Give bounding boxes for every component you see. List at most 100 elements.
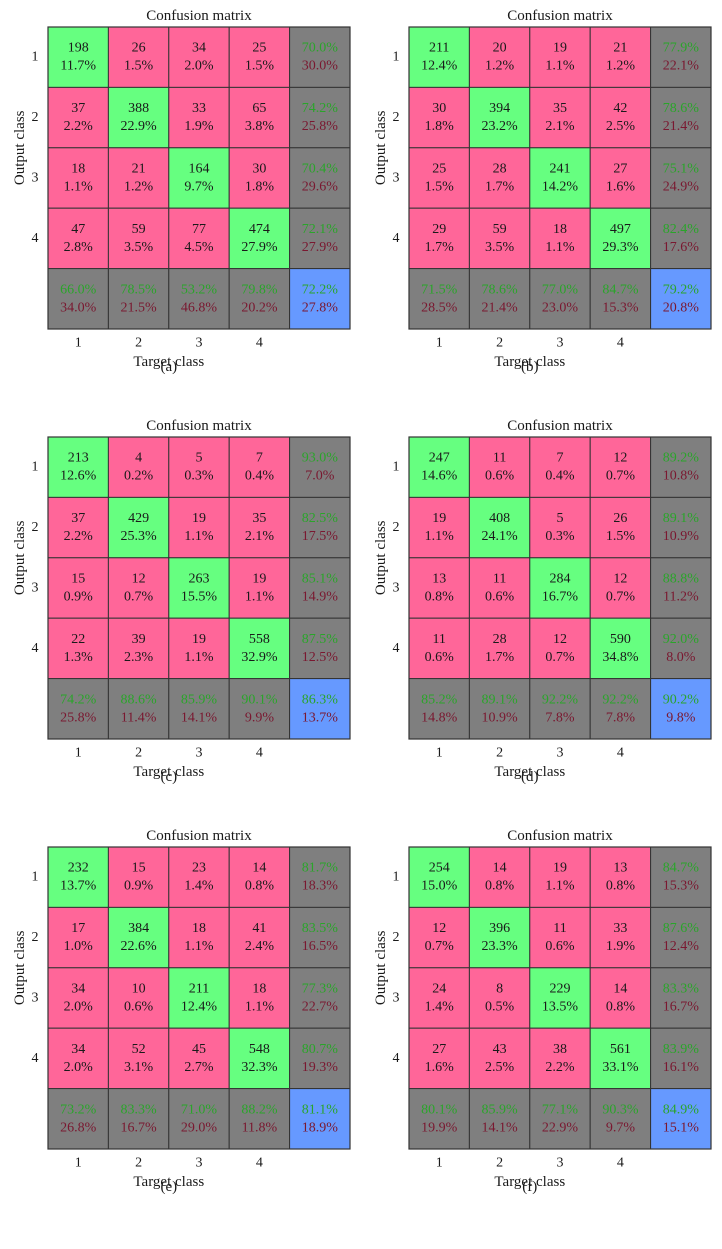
cell-percent: 1.9%: [606, 939, 636, 954]
column-summary-cell: [408, 678, 470, 740]
cell-percent: 1.1%: [184, 650, 214, 665]
cell-percent: 3.1%: [124, 1060, 154, 1075]
row-summary-cell: [650, 846, 712, 908]
y-tick-label: 3: [393, 171, 400, 186]
misclassified-cell: [408, 496, 470, 559]
cell-percent: 22.7%: [302, 1000, 339, 1015]
row-summary-cell: [650, 26, 712, 88]
cell-percent: 23.3%: [482, 939, 518, 954]
misclassified-cell: [228, 906, 291, 969]
cell-percent: 0.4%: [545, 469, 575, 484]
x-axis-label: Target class: [133, 1174, 204, 1190]
row-summary-cell: [650, 147, 712, 209]
correct-cell: [228, 207, 291, 270]
cell-value: 12: [432, 921, 446, 936]
cell-value: 77.1%: [542, 1102, 579, 1117]
cell-percent: 9.9%: [245, 710, 275, 725]
misclassified-cell: [589, 147, 652, 209]
panel-b: Confusion matrix 211 12.4% 20 1.2% 19 1.1% 21 1.…: [361, 0, 722, 410]
cell-percent: 9.7%: [184, 180, 214, 195]
cell-percent: 1.8%: [425, 119, 455, 134]
cell-value: 79.2%: [663, 282, 700, 297]
cell-percent: 21.5%: [121, 300, 158, 315]
cell-value: 5: [196, 451, 203, 466]
overall-accuracy-cell: [289, 678, 351, 740]
cell-value: 92.0%: [663, 632, 700, 647]
cell-value: 263: [189, 572, 210, 587]
cell-percent: 1.4%: [425, 1000, 455, 1015]
cell-percent: 25.8%: [60, 710, 97, 725]
cell-value: 8: [496, 982, 503, 997]
confusion-matrix-chart: Confusion matrix23213.7%150.9%231.4%140.…: [12, 828, 351, 1195]
cell-percent: 16.1%: [663, 1060, 700, 1075]
row-summary-cell: [289, 496, 351, 559]
misclassified-cell: [107, 26, 170, 88]
cell-value: 66.0%: [60, 282, 97, 297]
cell-value: 89.2%: [663, 451, 700, 466]
cell-percent: 0.8%: [485, 879, 514, 894]
cell-value: 11: [493, 451, 506, 466]
y-tick-label: 2: [32, 110, 39, 125]
panel-c: Confusion matrix 213 12.6% 4 0.2% 5 0.3% 7 0.4% 9…: [0, 410, 361, 820]
y-tick-label: 3: [32, 581, 39, 596]
cell-value: 12: [613, 451, 627, 466]
correct-cell: [107, 86, 170, 149]
cell-value: 12: [553, 632, 567, 647]
x-tick-label: 2: [496, 1156, 503, 1171]
y-tick-label: 4: [393, 1051, 400, 1066]
panel-label: (b): [521, 359, 539, 375]
y-tick-label: 3: [393, 991, 400, 1006]
cell-value: 38: [553, 1042, 567, 1057]
x-tick-label: 3: [557, 746, 564, 761]
cell-percent: 34.0%: [60, 300, 97, 315]
misclassified-cell: [408, 86, 470, 149]
misclassified-cell: [47, 967, 109, 1029]
misclassified-cell: [589, 557, 652, 619]
cell-value: 14: [613, 982, 627, 997]
cell-percent: 1.1%: [545, 240, 575, 255]
cell-value: 25: [252, 41, 266, 56]
row-summary-cell: [650, 207, 712, 270]
x-tick-label: 3: [196, 336, 203, 351]
misclassified-cell: [47, 207, 109, 270]
y-tick-label: 4: [393, 641, 400, 656]
overall-accuracy-cell: [289, 268, 351, 330]
cell-percent: 20.8%: [663, 300, 700, 315]
row-summary-cell: [289, 967, 351, 1029]
x-axis-label: Target class: [494, 354, 565, 370]
cell-percent: 27.8%: [302, 300, 339, 315]
correct-cell: [168, 147, 230, 209]
cell-percent: 0.9%: [124, 879, 154, 894]
row-summary-cell: [289, 26, 351, 88]
cell-percent: 2.0%: [64, 1000, 94, 1015]
correct-cell: [529, 147, 591, 209]
cell-value: 70.4%: [302, 162, 339, 177]
x-tick-label: 3: [196, 746, 203, 761]
correct-cell: [408, 846, 470, 908]
confusion-matrix-chart: Confusion matrix21112.4%201.2%191.1%211.…: [373, 8, 712, 375]
x-tick-label: 4: [617, 1156, 624, 1171]
cell-percent: 30.0%: [302, 59, 339, 74]
cell-value: 5: [557, 511, 564, 526]
cell-value: 28: [493, 632, 507, 647]
cell-percent: 14.8%: [421, 710, 458, 725]
cell-value: 78.5%: [121, 282, 158, 297]
cell-percent: 22.6%: [121, 939, 158, 954]
cell-value: 7: [256, 451, 263, 466]
cell-value: 19: [553, 861, 567, 876]
cell-value: 52: [132, 1042, 146, 1057]
cell-value: 77.3%: [302, 982, 339, 997]
panel-f: Confusion matrix 254 15.0% 14 0.8% 19 1.1% 13 0.…: [361, 820, 722, 1230]
cell-percent: 1.1%: [545, 879, 575, 894]
correct-cell: [107, 906, 170, 969]
misclassified-cell: [589, 26, 652, 88]
cell-value: 82.4%: [663, 222, 700, 237]
x-tick-label: 3: [557, 336, 564, 351]
row-summary-cell: [289, 906, 351, 969]
cell-value: 25: [432, 162, 446, 177]
cell-value: 85.2%: [421, 692, 458, 707]
cell-percent: 0.6%: [485, 590, 514, 605]
misclassified-cell: [47, 86, 109, 149]
cell-value: 4: [135, 451, 142, 466]
misclassified-cell: [408, 557, 470, 619]
